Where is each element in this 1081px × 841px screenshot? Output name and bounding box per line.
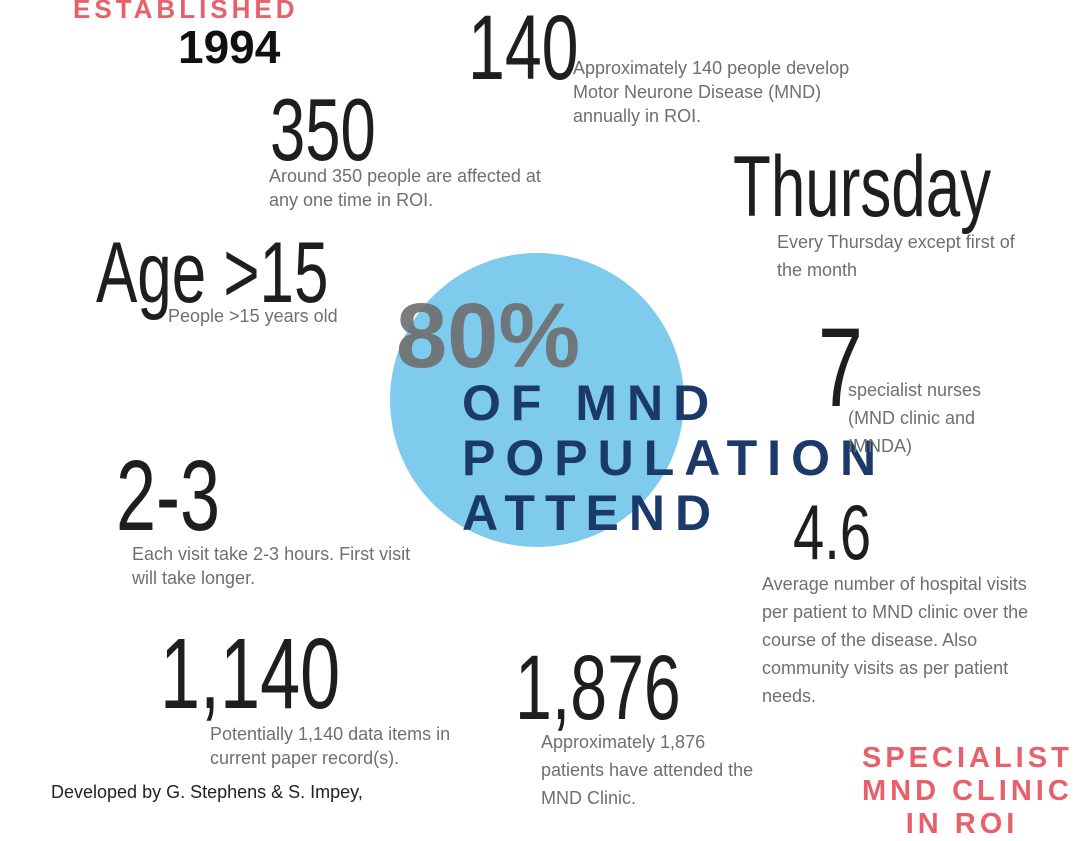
fact-text: Each visit take 2-3 hours. First visit w… [132,544,411,588]
fact-number: 1,140 [160,618,341,730]
fact-text: Around 350 people are affected at any on… [269,166,541,210]
fact-number: 1,876 [515,637,681,739]
highlight-circle [390,253,684,547]
fact-number: Thursday [733,139,992,235]
fact-number: 350 [270,80,376,179]
highlight-caption: POPULATION [462,430,887,486]
highlight-caption: OF MND [462,375,720,431]
badge-line: IN ROI [905,808,1019,840]
fact-number: 4.6 [793,488,872,576]
fact-text: Approximately 140 people develop Motor N… [573,58,850,126]
established-label: ESTABLISHED [73,0,299,24]
fact-number: 7 [818,305,863,430]
badge-line: SPECIALIST [862,742,1073,774]
highlight-caption: ATTEND [462,485,722,541]
fact-text: Approximately 1,876 patients have attend… [541,732,754,808]
fact-text: Every Thursday except first of the month [777,232,1015,280]
fact-number: Age >15 [96,225,329,321]
fact-text: People >15 years old [168,306,338,326]
fact-text: specialist nurses (MND clinic and IMNDA) [848,380,982,456]
fact-number: 140 [468,0,579,99]
fact-number: 2-3 [116,440,221,552]
fact-text: Potentially 1,140 data items in current … [210,724,451,768]
fact-text: Average number of hospital visits per pa… [762,574,1029,706]
page: ESTABLISHED 1994 80% OF MND POPULATION A… [51,0,1073,840]
established-year: 1994 [178,21,281,73]
highlight-percent: 80% [396,285,581,387]
badge-line: MND CLINIC [862,775,1073,807]
credit: Developed by G. Stephens & S. Impey, [51,782,363,802]
